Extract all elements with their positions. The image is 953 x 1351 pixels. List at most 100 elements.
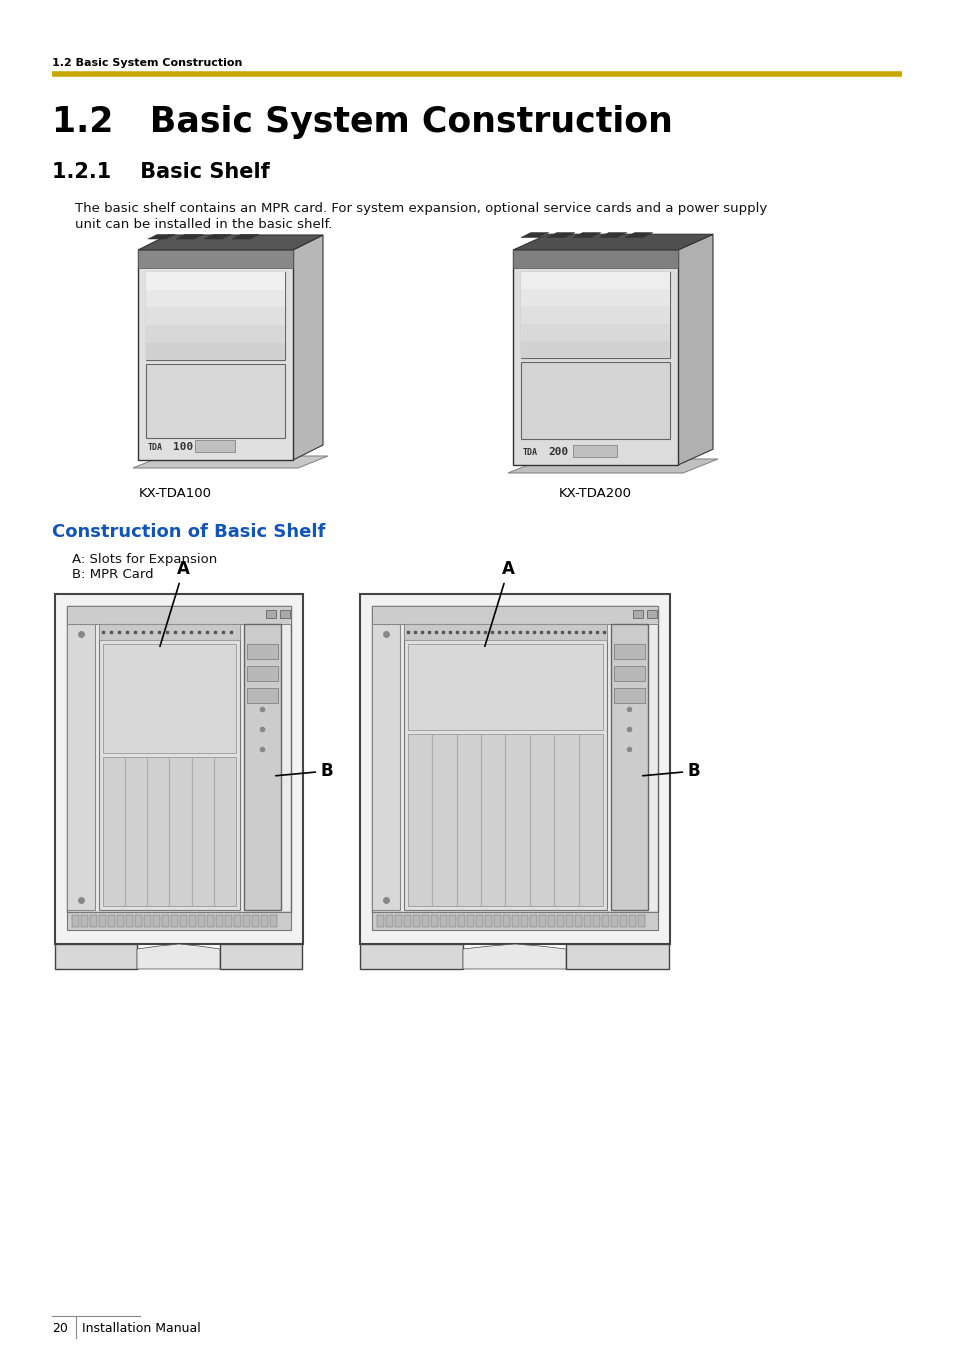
Bar: [81, 915, 88, 927]
Bar: [633, 611, 642, 617]
Bar: [233, 915, 241, 927]
Bar: [530, 915, 537, 927]
Bar: [247, 644, 277, 659]
Bar: [99, 624, 240, 640]
Bar: [180, 915, 187, 927]
Bar: [614, 666, 644, 681]
Polygon shape: [132, 457, 328, 467]
Bar: [67, 607, 291, 624]
Bar: [547, 915, 555, 927]
Polygon shape: [137, 944, 220, 969]
Bar: [359, 944, 462, 969]
Bar: [557, 915, 563, 927]
Polygon shape: [573, 232, 600, 238]
Text: The basic shelf contains an MPR card. For system expansion, optional service car: The basic shelf contains an MPR card. Fo…: [75, 203, 766, 215]
Bar: [103, 644, 235, 753]
Text: 200: 200: [547, 447, 568, 457]
Bar: [171, 915, 178, 927]
Bar: [215, 915, 223, 927]
Bar: [146, 307, 285, 326]
Bar: [467, 915, 474, 927]
Bar: [138, 250, 293, 267]
Bar: [244, 624, 281, 911]
Bar: [520, 272, 669, 289]
Bar: [431, 915, 437, 927]
Polygon shape: [175, 235, 203, 239]
Bar: [99, 915, 106, 927]
Bar: [55, 944, 137, 969]
Bar: [619, 915, 626, 927]
Polygon shape: [232, 235, 258, 239]
Bar: [575, 915, 581, 927]
Text: B: B: [275, 762, 334, 780]
Bar: [403, 915, 411, 927]
Text: A: Slots for Expansion: A: Slots for Expansion: [71, 553, 217, 566]
Text: B: MPR Card: B: MPR Card: [71, 567, 153, 581]
Text: 100: 100: [172, 442, 193, 453]
Bar: [538, 915, 545, 927]
Bar: [395, 915, 401, 927]
Bar: [67, 624, 95, 911]
Text: 1.2 Basic System Construction: 1.2 Basic System Construction: [52, 58, 242, 68]
Polygon shape: [598, 232, 626, 238]
Polygon shape: [624, 232, 652, 238]
Bar: [476, 915, 482, 927]
Text: 20: 20: [52, 1323, 68, 1335]
Text: A: A: [160, 561, 190, 646]
Bar: [403, 624, 606, 640]
Bar: [207, 915, 213, 927]
Bar: [565, 944, 668, 969]
Polygon shape: [148, 235, 174, 239]
Bar: [421, 915, 429, 927]
Bar: [583, 915, 590, 927]
Bar: [628, 915, 636, 927]
Bar: [146, 272, 285, 361]
Polygon shape: [546, 232, 575, 238]
Bar: [243, 915, 250, 927]
Polygon shape: [138, 235, 323, 250]
Bar: [520, 307, 669, 324]
Text: unit can be installed in the basic shelf.: unit can be installed in the basic shelf…: [75, 218, 332, 231]
Bar: [614, 644, 644, 659]
Text: 1.2   Basic System Construction: 1.2 Basic System Construction: [52, 105, 672, 139]
Text: TDA: TDA: [148, 443, 163, 453]
Bar: [513, 250, 678, 465]
Bar: [646, 611, 657, 617]
Bar: [408, 644, 602, 730]
Bar: [512, 915, 518, 927]
Bar: [565, 915, 573, 927]
Bar: [99, 624, 240, 911]
Text: Installation Manual: Installation Manual: [82, 1323, 200, 1335]
Text: TDA: TDA: [522, 449, 537, 457]
Bar: [593, 915, 599, 927]
Bar: [457, 915, 464, 927]
Bar: [146, 272, 285, 289]
Bar: [103, 757, 235, 907]
Polygon shape: [507, 459, 718, 473]
Bar: [146, 343, 285, 361]
Bar: [359, 594, 669, 944]
Bar: [261, 915, 268, 927]
Bar: [573, 444, 617, 457]
Polygon shape: [293, 235, 323, 459]
Bar: [67, 607, 291, 912]
Bar: [372, 607, 658, 624]
Bar: [520, 915, 527, 927]
Bar: [194, 440, 234, 453]
Bar: [67, 912, 291, 929]
Bar: [270, 915, 276, 927]
Bar: [152, 915, 160, 927]
Bar: [614, 688, 644, 703]
Bar: [225, 915, 232, 927]
Bar: [266, 611, 275, 617]
Bar: [144, 915, 151, 927]
Bar: [513, 250, 678, 267]
Bar: [376, 915, 384, 927]
Bar: [247, 666, 277, 681]
Bar: [189, 915, 195, 927]
Bar: [108, 915, 115, 927]
Text: 1.2.1    Basic Shelf: 1.2.1 Basic Shelf: [52, 162, 270, 182]
Bar: [162, 915, 169, 927]
Bar: [386, 915, 393, 927]
Polygon shape: [462, 944, 565, 969]
